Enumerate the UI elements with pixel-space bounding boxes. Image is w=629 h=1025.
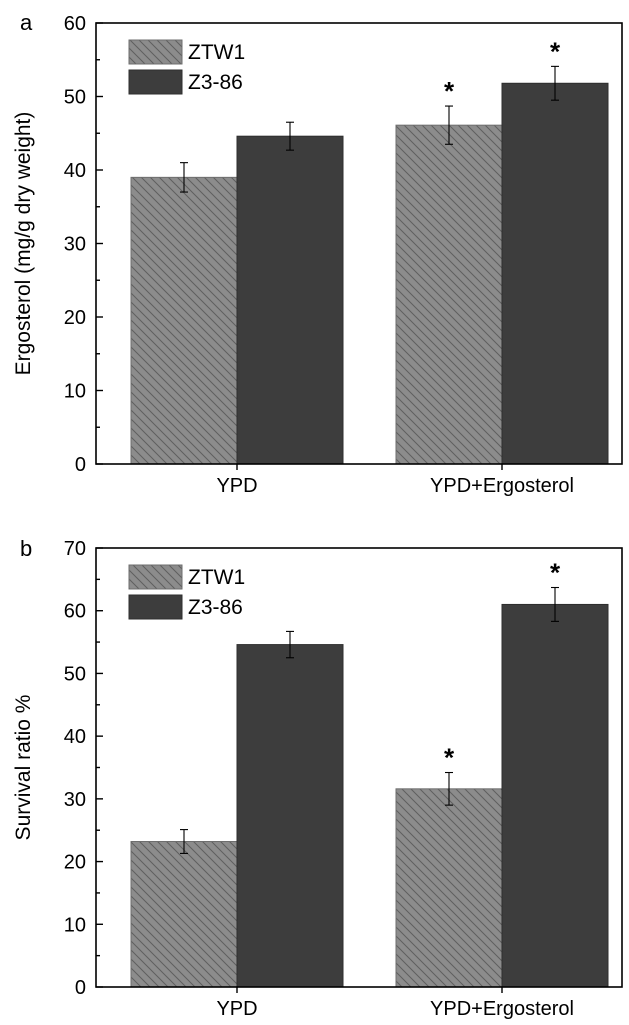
legend-label-ztw1: ZTW1 [188, 566, 245, 589]
y-tick-label: 30 [64, 234, 86, 256]
y-tick-label: 0 [75, 977, 86, 999]
x-category-label: YPD+Ergosterol [430, 475, 574, 497]
significance-marker: * [444, 76, 455, 106]
y-axis-label: Ergosterol (mg/g dry weight) [12, 112, 35, 376]
y-tick-label: 70 [64, 538, 86, 560]
x-category-label: YPD [216, 475, 257, 497]
bar-ztw1-ypd [130, 841, 238, 988]
legend-swatch-z3-86 [128, 69, 183, 95]
y-tick-label: 40 [64, 160, 86, 182]
y-tick-label: 60 [64, 13, 86, 35]
legend-label-z3-86: Z3-86 [188, 71, 243, 94]
bar-z3-86-ypd [236, 135, 344, 465]
y-tick-label: 10 [64, 381, 86, 403]
bar-ztw1-ypd-ergosterol [395, 788, 503, 988]
y-tick-label: 20 [64, 307, 86, 329]
y-tick-label: 40 [64, 726, 86, 748]
y-axis-label: Survival ratio % [12, 695, 35, 841]
x-category-label: YPD+Ergosterol [430, 998, 574, 1020]
legend-swatch-z3-86 [128, 594, 183, 620]
legend-swatch-ztw1 [128, 39, 183, 65]
bar-z3-86-ypd [236, 644, 344, 988]
significance-marker: * [444, 743, 455, 773]
y-tick-label: 50 [64, 663, 86, 685]
y-tick-label: 20 [64, 852, 86, 874]
bar-ztw1-ypd-ergosterol [395, 124, 503, 465]
y-tick-label: 60 [64, 601, 86, 623]
panel-letter: a [20, 10, 33, 35]
legend-swatch-ztw1 [128, 564, 183, 590]
bar-z3-86-ypd-ergosterol [501, 82, 609, 465]
y-tick-label: 50 [64, 87, 86, 109]
legend-label-z3-86: Z3-86 [188, 596, 243, 619]
legend-label-ztw1: ZTW1 [188, 41, 245, 64]
significance-marker: * [550, 36, 561, 66]
y-tick-label: 30 [64, 789, 86, 811]
y-tick-label: 0 [75, 454, 86, 476]
panel-a-chart: a * * 0 10 20 30 40 50 60 YPD YPD+Ergosterol Ergoste… [12, 10, 623, 497]
y-tick-label: 10 [64, 914, 86, 936]
panel-b-chart: b * * 0 10 20 30 40 50 60 70 YPD YPD+Ergosterol Survi… [12, 536, 623, 1020]
x-category-label: YPD [216, 998, 257, 1020]
bar-z3-86-ypd-ergosterol [501, 603, 609, 988]
bar-ztw1-ypd [130, 176, 238, 465]
panel-letter: b [20, 536, 32, 561]
significance-marker: * [550, 558, 561, 588]
